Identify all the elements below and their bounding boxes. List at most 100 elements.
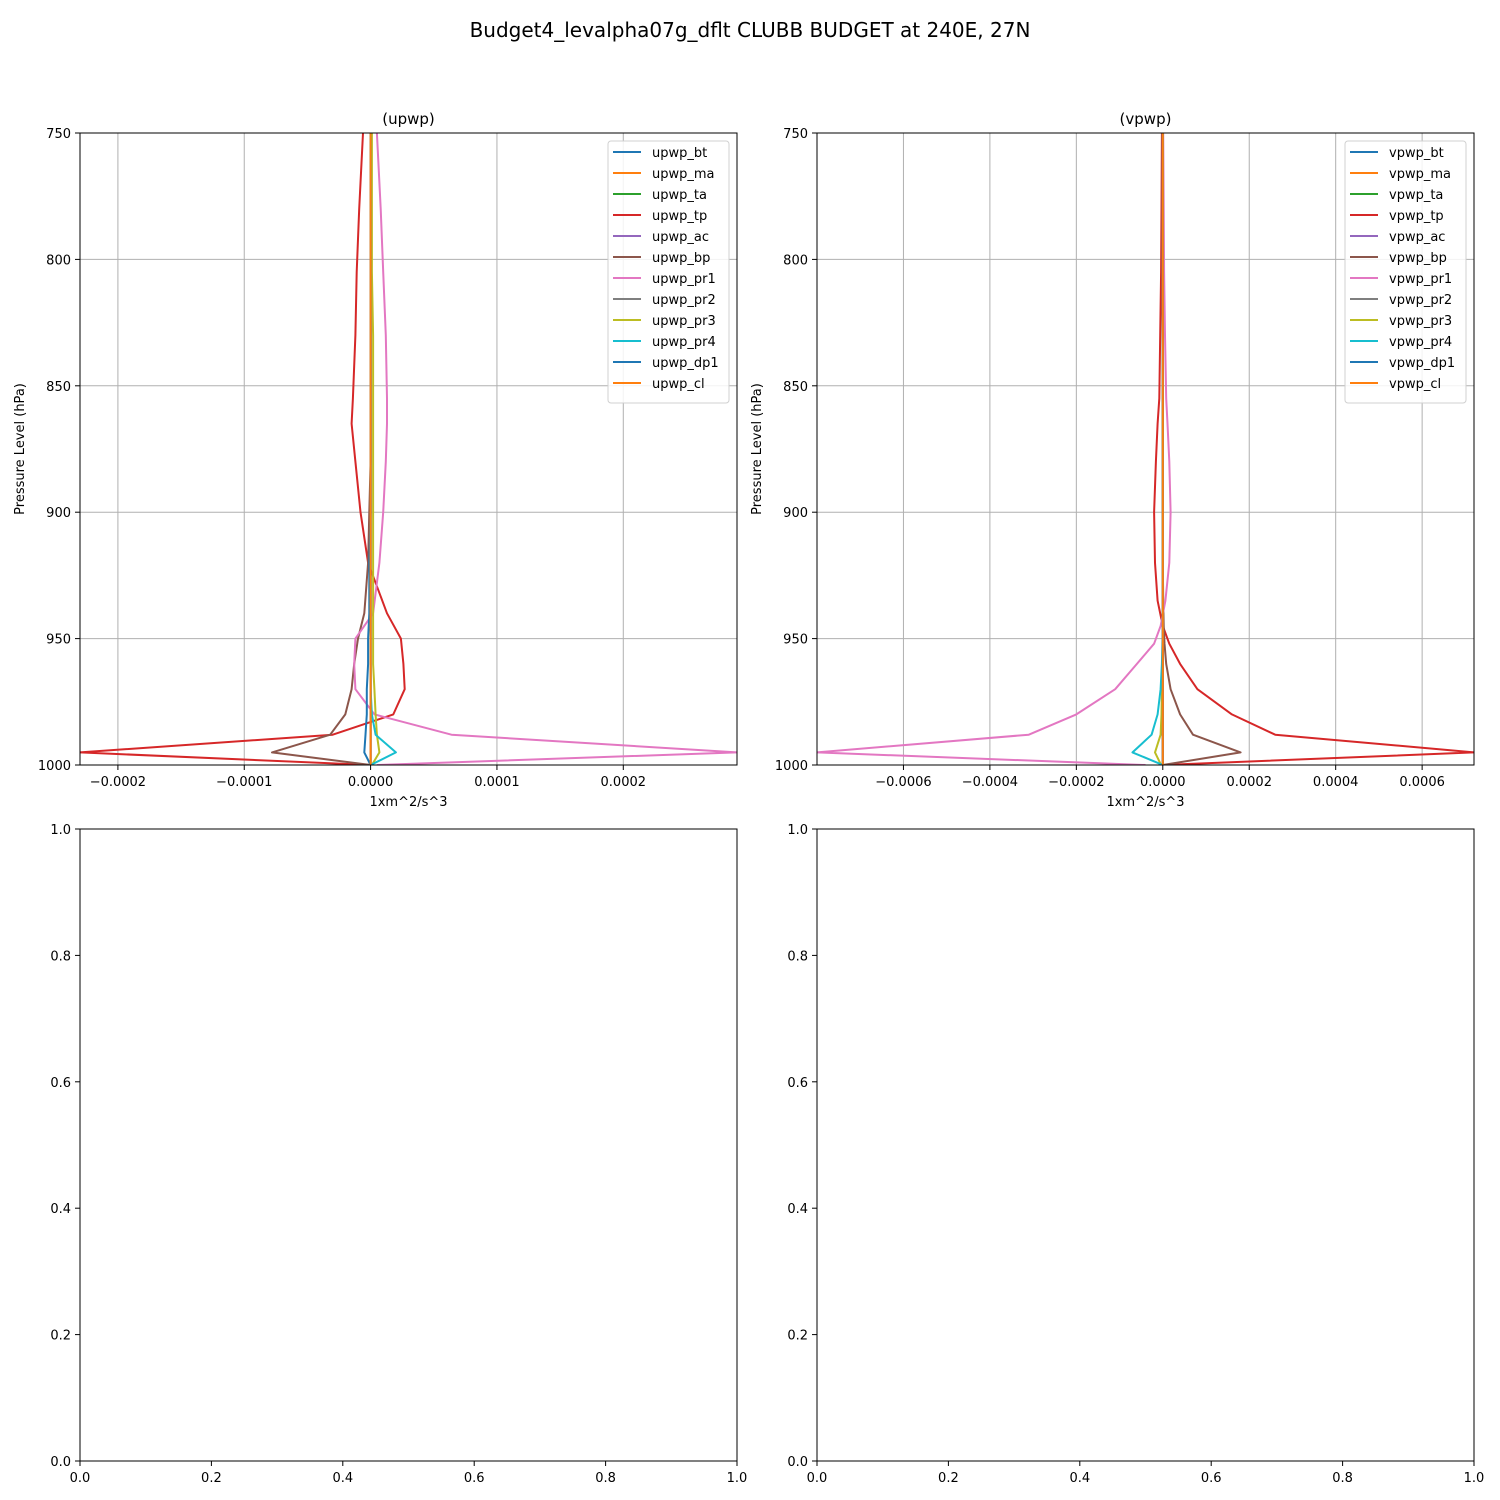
legend-label-vpwp_ta: vpwp_ta: [1389, 188, 1443, 203]
y-tick-label: 0.8: [787, 949, 808, 964]
legend-label-upwp_bp: upwp_bp: [652, 251, 710, 266]
y-tick-label: 850: [46, 380, 71, 395]
x-tick-label: −0.0002: [1048, 775, 1104, 790]
y-tick-label: 900: [783, 506, 808, 521]
series-line-upwp_pr3: [370, 133, 381, 765]
x-tick-label: 0.0: [807, 1471, 828, 1486]
y-tick-label: 0.2: [787, 1329, 808, 1344]
legend-label-upwp_pr4: upwp_pr4: [652, 335, 716, 350]
chart-1: −0.0002 −0.0001 0.0000 0.0001 0.0002 750 800 85…: [13, 110, 738, 810]
chart-title: (vpwp): [1120, 110, 1172, 128]
y-tick-label: 0.6: [787, 1076, 808, 1091]
x-tick-label: −0.0004: [962, 775, 1018, 790]
legend-label-vpwp_dp1: vpwp_dp1: [1389, 356, 1455, 371]
x-tick-label: 0.4: [332, 1471, 353, 1486]
legend-label-vpwp_ma: vpwp_ma: [1389, 167, 1451, 182]
x-tick-label: 0.8: [595, 1471, 616, 1486]
legend-label-upwp_dp1: upwp_dp1: [652, 356, 719, 371]
y-tick-label: 0.4: [787, 1202, 808, 1217]
y-tick-label: 1.0: [787, 823, 808, 838]
legend: vpwp_bt vpwp_ma vpwp_ta vpwp_tp vpwp_ac vpwp_…: [1344, 140, 1467, 404]
plot-frame: [79, 828, 738, 1462]
axes-layer: −0.0002 −0.0001 0.0000 0.0001 0.0002 750 800 85…: [13, 110, 1484, 1486]
legend-box: [607, 140, 730, 404]
x-tick-label: −0.0001: [216, 775, 272, 790]
legend-label-vpwp_tp: vpwp_tp: [1389, 209, 1444, 224]
legend-box: [1344, 140, 1467, 404]
y-tick-label: 0.4: [50, 1202, 71, 1217]
x-tick-label: 0.0: [70, 1471, 91, 1486]
chart-4: 0.0 0.2 0.4 0.6 0.8 1.0 0.0 0.2 0.4 0.6 0.8 1.0: [787, 823, 1484, 1486]
x-tick-label: 0.2: [201, 1471, 222, 1486]
x-tick-label: 0.0004: [1313, 775, 1359, 790]
x-tick-label: −0.0006: [875, 775, 931, 790]
x-tick-label: 0.4: [1069, 1471, 1090, 1486]
y-tick-label: 0.8: [50, 949, 71, 964]
y-tick-label: 850: [783, 380, 808, 395]
legend-label-vpwp_bt: vpwp_bt: [1389, 146, 1444, 161]
series-line-vpwp_pr1: [817, 133, 1172, 765]
y-tick-label: 0.6: [50, 1076, 71, 1091]
x-tick-label: 0.0002: [1226, 775, 1272, 790]
y-tick-label: 1.0: [50, 823, 71, 838]
x-tick-label: 0.2: [938, 1471, 959, 1486]
legend-label-vpwp_pr4: vpwp_pr4: [1389, 335, 1452, 350]
legend-label-upwp_ac: upwp_ac: [652, 230, 709, 245]
legend-label-upwp_ta: upwp_ta: [652, 188, 707, 203]
x-tick-label: 1.0: [727, 1471, 748, 1486]
x-axis-label: 1xm^2/s^3: [1106, 795, 1184, 810]
x-tick-label: 0.0006: [1399, 775, 1445, 790]
x-axis-label: 1xm^2/s^3: [369, 795, 447, 810]
x-tick-label: 0.8: [1332, 1471, 1353, 1486]
chart-3: 0.0 0.2 0.4 0.6 0.8 1.0 0.0 0.2 0.4 0.6 0.8 1.0: [50, 823, 747, 1486]
y-tick-label: 750: [46, 127, 71, 142]
plot-frame: [816, 132, 1475, 766]
figure-suptitle: Budget4_levalpha07g_dflt CLUBB BUDGET at…: [470, 18, 1031, 42]
x-tick-label: 0.6: [1201, 1471, 1222, 1486]
x-tick-label: 0.0002: [601, 775, 647, 790]
y-tick-label: 0.0: [50, 1455, 71, 1470]
chart-2: −0.0006 −0.0004 −0.0002 0.0000 0.0002 0.0004 0…: [750, 110, 1475, 810]
legend-label-upwp_pr3: upwp_pr3: [652, 314, 716, 329]
legend: upwp_bt upwp_ma upwp_ta upwp_tp upwp_ac upwp_…: [607, 140, 730, 404]
legend-label-vpwp_pr2: vpwp_pr2: [1389, 293, 1452, 308]
y-tick-label: 800: [46, 253, 71, 268]
y-axis-label: Pressure Level (hPa): [13, 383, 28, 515]
y-tick-label: 950: [46, 633, 71, 648]
plot-frame: [79, 132, 738, 766]
series-group: [817, 133, 1474, 765]
legend-label-upwp_tp: upwp_tp: [652, 209, 707, 224]
x-tick-label: 1.0: [1464, 1471, 1485, 1486]
legend-label-vpwp_pr1: vpwp_pr1: [1389, 272, 1452, 287]
legend-label-upwp_bt: upwp_bt: [652, 146, 707, 161]
series-line-vpwp_tp: [1153, 133, 1474, 765]
legend-label-upwp_pr1: upwp_pr1: [652, 272, 716, 287]
y-tick-label: 1000: [775, 759, 808, 774]
series-group: [80, 133, 737, 765]
legend-label-vpwp_bp: vpwp_bp: [1389, 251, 1447, 266]
legend-label-vpwp_pr3: vpwp_pr3: [1389, 314, 1452, 329]
legend-label-vpwp_cl: vpwp_cl: [1389, 377, 1441, 392]
plot-frame: [816, 828, 1475, 1462]
x-tick-label: 0.0001: [474, 775, 520, 790]
legend-label-upwp_cl: upwp_cl: [652, 377, 705, 392]
legend-label-upwp_ma: upwp_ma: [652, 167, 715, 182]
x-tick-label: 0.6: [464, 1471, 485, 1486]
x-tick-label: −0.0002: [90, 775, 146, 790]
y-axis-label: Pressure Level (hPa): [750, 383, 765, 515]
y-tick-label: 0.0: [787, 1455, 808, 1470]
y-tick-label: 900: [46, 506, 71, 521]
y-tick-label: 1000: [38, 759, 71, 774]
x-tick-label: 0.0000: [1140, 775, 1186, 790]
legend-label-upwp_pr2: upwp_pr2: [652, 293, 716, 308]
y-tick-label: 750: [783, 127, 808, 142]
series-line-upwp_pr1: [353, 133, 737, 765]
x-tick-label: 0.0000: [348, 775, 394, 790]
legend-label-vpwp_ac: vpwp_ac: [1389, 230, 1445, 245]
y-tick-label: 950: [783, 633, 808, 648]
y-tick-label: 0.2: [50, 1329, 71, 1344]
chart-title: (upwp): [382, 110, 435, 128]
y-tick-label: 800: [783, 253, 808, 268]
